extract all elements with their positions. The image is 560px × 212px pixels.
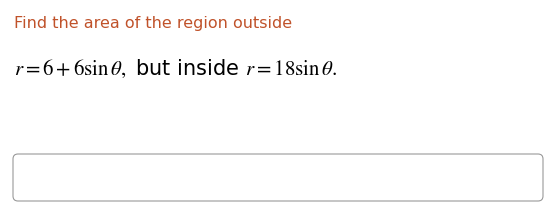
Text: Find the area of the region outside: Find the area of the region outside bbox=[14, 16, 292, 31]
Text: $r = 6 + 6\sin\theta$$,$ but inside $r = 18\sin\theta.$: $r = 6 + 6\sin\theta$$,$ but inside $r =… bbox=[14, 58, 337, 80]
FancyBboxPatch shape bbox=[13, 154, 543, 201]
